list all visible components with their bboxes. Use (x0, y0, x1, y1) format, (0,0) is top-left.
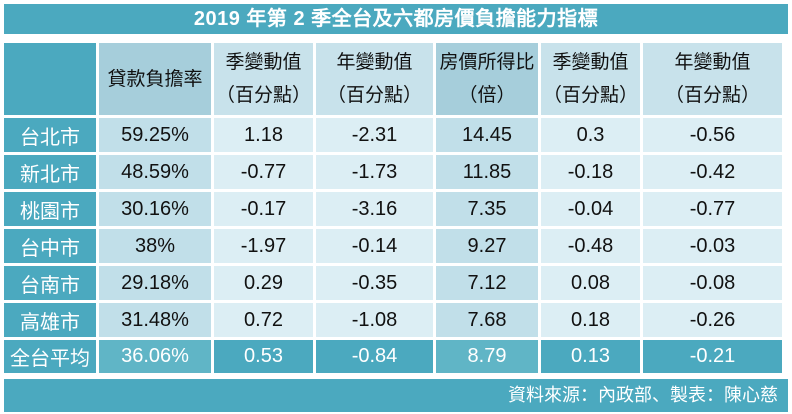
col-header-unit: （百分點） (215, 85, 311, 106)
table-cell: 0.3 (541, 118, 640, 152)
affordability-table: 貸款負擔率 季變動值 （百分點） 年變動值 （百分點） 房價所 (1, 40, 785, 376)
col-header-unit: （倍） (458, 85, 516, 106)
row-label-tainan: 台南市 (4, 266, 96, 300)
table-cell: 0.29 (214, 266, 313, 300)
table-cell: 0.53 (214, 340, 313, 373)
table-cell: 48.59% (99, 155, 211, 189)
row-label-kaohsiung: 高雄市 (4, 303, 96, 337)
row-label-taipei: 台北市 (4, 118, 96, 152)
table-cell: -0.48 (541, 229, 640, 263)
col-header-label: 年變動值 (336, 52, 413, 73)
table-cell: 38% (99, 229, 211, 263)
col-header-price-income-ratio: 房價所得比 （倍） (436, 43, 538, 115)
table-cell: 1.18 (214, 118, 313, 152)
source-note: 資料來源：內政部、製表：陳心慈 (4, 379, 788, 412)
table-cell: -0.04 (541, 192, 640, 226)
col-header-label: 季變動值 (552, 52, 629, 73)
table-cell: -0.77 (214, 155, 313, 189)
table-cell: 0.08 (541, 266, 640, 300)
table-cell: -0.56 (643, 118, 782, 152)
table-cell: 0.13 (541, 340, 640, 373)
table-cell: -2.31 (316, 118, 433, 152)
table-cell: -0.17 (214, 192, 313, 226)
row-label-taichung: 台中市 (4, 229, 96, 263)
table-cell: -0.14 (316, 229, 433, 263)
col-header-label: 季變動值 (225, 52, 302, 73)
table-cell: 14.45 (436, 118, 538, 152)
table-cell: -0.03 (643, 229, 782, 263)
table-cell: 9.27 (436, 229, 538, 263)
page-title: 2019 年第 2 季全台及六都房價負擔能力指標 (4, 4, 788, 34)
col-header-quarter-change-1: 季變動值 （百分點） (214, 43, 313, 115)
table-cell: 7.35 (436, 192, 538, 226)
table-cell: -0.21 (643, 340, 782, 373)
table-cell: -0.42 (643, 155, 782, 189)
table-cell: -1.73 (316, 155, 433, 189)
table-row-taoyuan: 桃園市 30.16% -0.17 -3.16 7.35 -0.04 -0.77 (4, 192, 782, 226)
table-cell: -0.84 (316, 340, 433, 373)
col-header-unit: （百分點） (326, 85, 422, 106)
table-cell: -0.08 (643, 266, 782, 300)
table-cell: 30.16% (99, 192, 211, 226)
table-row-taipei: 台北市 59.25% 1.18 -2.31 14.45 0.3 -0.56 (4, 118, 782, 152)
table-row-tainan: 台南市 29.18% 0.29 -0.35 7.12 0.08 -0.08 (4, 266, 782, 300)
col-header-label: 房價所得比 (439, 52, 535, 73)
col-header-year-change-1: 年變動值 （百分點） (316, 43, 433, 115)
table-cell: 7.68 (436, 303, 538, 337)
table-cell: -3.16 (316, 192, 433, 226)
table-cell: 31.48% (99, 303, 211, 337)
col-header-unit: （百分點） (664, 85, 760, 106)
table-cell: -0.26 (643, 303, 782, 337)
table-cell: 7.12 (436, 266, 538, 300)
header-row: 貸款負擔率 季變動值 （百分點） 年變動值 （百分點） 房價所 (4, 43, 782, 115)
table-row-new-taipei: 新北市 48.59% -0.77 -1.73 11.85 -0.18 -0.42 (4, 155, 782, 189)
table-row-national-average: 全台平均 36.06% 0.53 -0.84 8.79 0.13 -0.21 (4, 340, 782, 373)
table-cell: -0.18 (541, 155, 640, 189)
table-cell: 8.79 (436, 340, 538, 373)
table-cell: -1.97 (214, 229, 313, 263)
table-cell: -0.77 (643, 192, 782, 226)
col-header-unit: （百分點） (542, 85, 638, 106)
table-cell: 36.06% (99, 340, 211, 373)
table-cell: -0.35 (316, 266, 433, 300)
table-cell: -1.08 (316, 303, 433, 337)
col-header-quarter-change-2: 季變動值 （百分點） (541, 43, 640, 115)
table-row-kaohsiung: 高雄市 31.48% 0.72 -1.08 7.68 0.18 -0.26 (4, 303, 782, 337)
corner-cell (4, 43, 96, 115)
row-label-new-taipei: 新北市 (4, 155, 96, 189)
row-label-national-average: 全台平均 (4, 340, 96, 373)
table-cell: 11.85 (436, 155, 538, 189)
table-cell: 29.18% (99, 266, 211, 300)
col-header-year-change-2: 年變動值 （百分點） (643, 43, 782, 115)
table-row-taichung: 台中市 38% -1.97 -0.14 9.27 -0.48 -0.03 (4, 229, 782, 263)
col-header-label: 年變動值 (674, 52, 751, 73)
col-header-loan-burden-rate: 貸款負擔率 (99, 43, 211, 115)
table-cell: 0.72 (214, 303, 313, 337)
table-cell: 59.25% (99, 118, 211, 152)
row-label-taoyuan: 桃園市 (4, 192, 96, 226)
table-cell: 0.18 (541, 303, 640, 337)
col-header-label: 貸款負擔率 (107, 68, 203, 90)
